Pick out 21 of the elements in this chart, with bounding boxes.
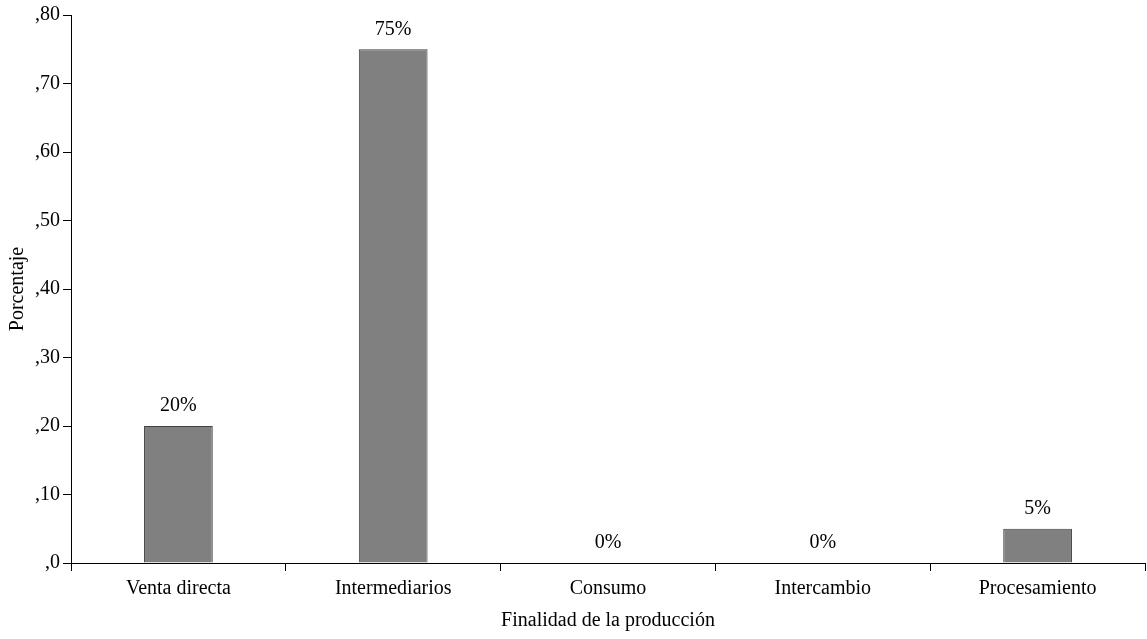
x-tick-label: Intermediarios	[334, 576, 452, 599]
data-label: 75%	[374, 16, 412, 39]
y-axis-title: Porcentaje	[5, 246, 29, 332]
x-tick-label: Procesamiento	[978, 576, 1097, 599]
x-tick-label: Consumo	[569, 576, 647, 599]
x-tick-label: Intercambio	[774, 576, 872, 599]
y-tick-label: ,60	[35, 139, 60, 162]
y-tick-label: ,50	[35, 207, 60, 230]
y-tick-label: ,20	[35, 413, 60, 436]
data-label: 0%	[809, 530, 837, 553]
data-label: 0%	[594, 530, 622, 553]
data-label: 20%	[160, 393, 197, 416]
x-axis-title: Finalidad de la producción	[501, 608, 715, 632]
y-tick-label: ,70	[35, 70, 60, 93]
y-tick-label: ,0	[45, 550, 60, 573]
y-tick-label: ,10	[35, 481, 60, 504]
x-tick-label: Venta directa	[125, 576, 231, 599]
y-tick-label: ,80	[35, 2, 60, 25]
data-label: 5%	[1024, 496, 1051, 518]
y-tick-label: ,30	[35, 344, 60, 367]
y-tick-label: ,40	[35, 276, 60, 299]
